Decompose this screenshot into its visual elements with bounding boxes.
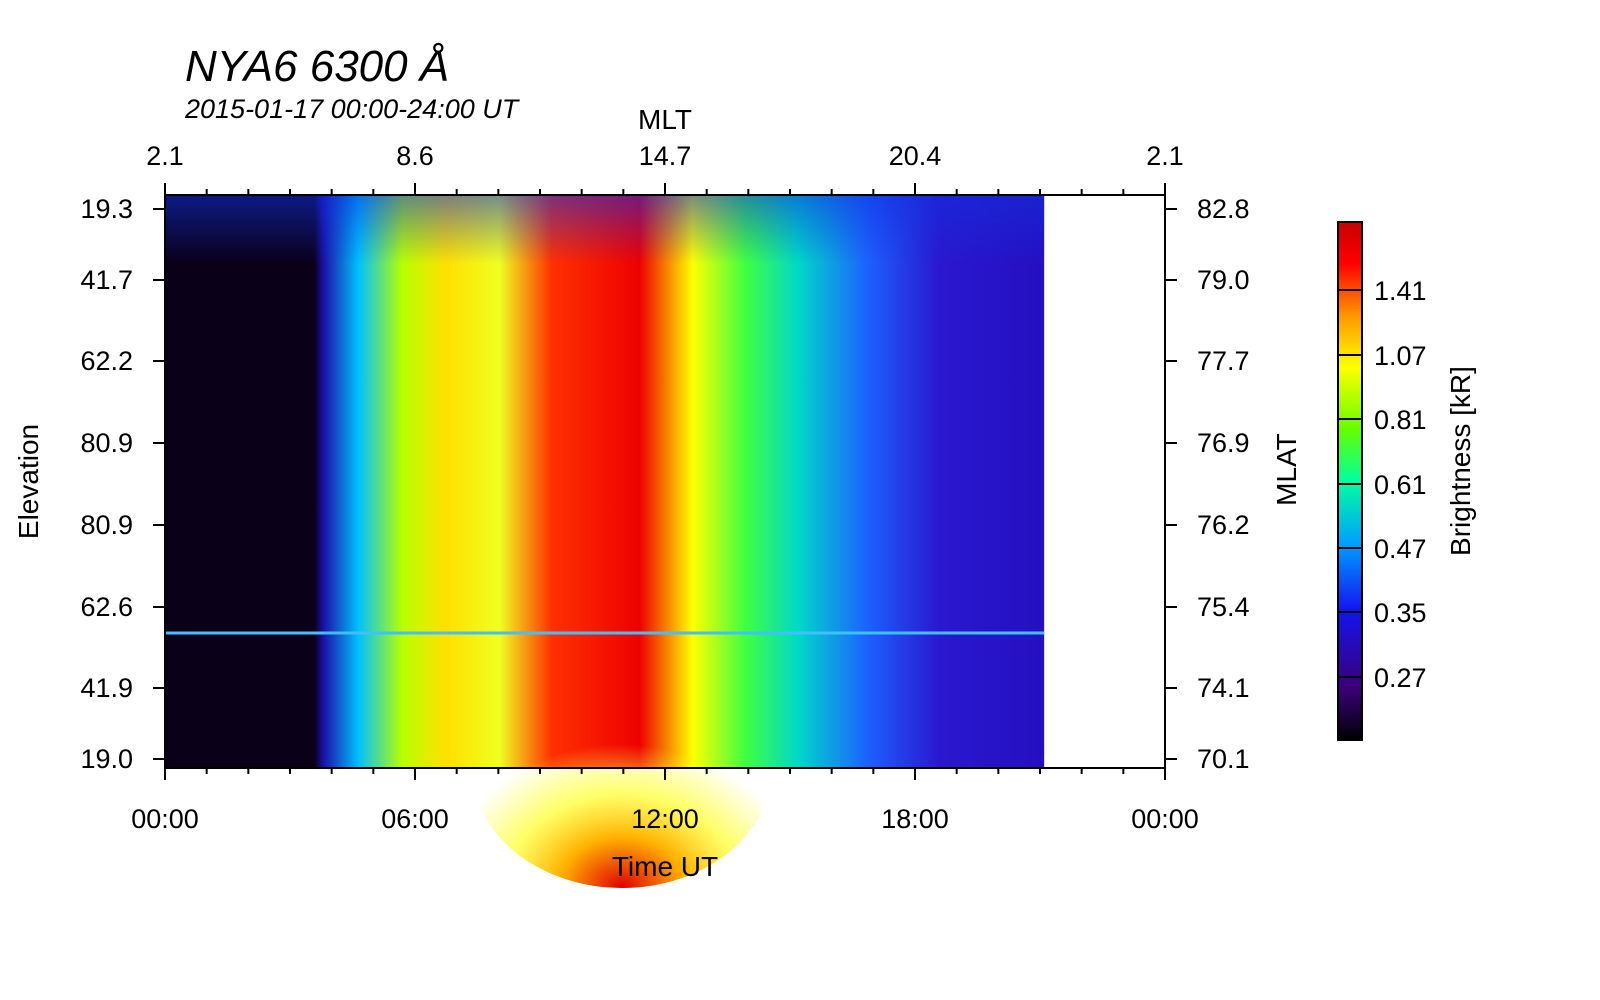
chart-subtitle: 2015-01-17 00:00-24:00 UT <box>185 94 519 124</box>
right-tick-label: 77.7 <box>1197 346 1250 376</box>
colorbar-tick-label: 1.41 <box>1374 276 1427 306</box>
top-axis-label: MLT <box>638 104 692 135</box>
plot-layer <box>165 195 1045 888</box>
right-tick-label: 75.4 <box>1197 592 1250 622</box>
colorbar <box>1337 221 1363 741</box>
colorbar-tick-label: 1.07 <box>1374 341 1427 371</box>
x-tick-label: 06:00 <box>381 804 449 834</box>
y-tick-label: 41.9 <box>80 673 133 703</box>
top-tick-label: 2.1 <box>1146 141 1184 171</box>
top-tick-label: 20.4 <box>889 141 942 171</box>
x-tick-label: 18:00 <box>881 804 949 834</box>
y-tick-label: 19.3 <box>80 194 133 224</box>
right-tick-label: 74.1 <box>1197 673 1250 703</box>
colorbar-tick-label: 0.61 <box>1374 470 1427 500</box>
x-tick-label: 12:00 <box>631 804 699 834</box>
y-axis-label: Elevation <box>13 424 44 539</box>
y-tick-label: 80.9 <box>80 428 133 458</box>
y-tick-label: 62.2 <box>80 346 133 376</box>
colorbar-tick-label: 0.47 <box>1374 534 1427 564</box>
top-tick-label: 2.1 <box>146 141 184 171</box>
colorbar-label: Brightness [kR] <box>1445 366 1476 556</box>
y-tick-label: 19.0 <box>80 744 133 774</box>
right-tick-label: 76.2 <box>1197 510 1250 540</box>
right-axis-label: MLAT <box>1271 433 1302 506</box>
right-tick-label: 70.1 <box>1197 744 1250 774</box>
colorbar-tick-label: 0.27 <box>1374 663 1427 693</box>
y-tick-label: 80.9 <box>80 510 133 540</box>
right-tick-label: 82.8 <box>1197 194 1250 224</box>
colorbar-layer: 1.41 1.07 0.81 0.61 0.47 0.35 0.27 Brightness [… <box>1337 221 1476 741</box>
top-tick-label: 8.6 <box>396 141 434 171</box>
x-axis-label: Time UT <box>612 851 718 882</box>
x-tick-label: 00:00 <box>1131 804 1199 834</box>
y-tick-label: 41.7 <box>80 265 133 295</box>
colorbar-tick-label: 0.35 <box>1374 598 1427 628</box>
right-tick-label: 79.0 <box>1197 265 1250 295</box>
y-tick-label: 62.6 <box>80 592 133 622</box>
right-tick-label: 76.9 <box>1197 428 1250 458</box>
colorbar-tick-label: 0.81 <box>1374 405 1427 435</box>
chart-title: NYA6 6300 Å <box>185 42 450 91</box>
axes-layer: 00:00 06:00 12:00 18:00 00:00 Time UT 2.1 8.6 14… <box>13 104 1302 882</box>
top-tick-label: 14.7 <box>639 141 692 171</box>
x-tick-label: 00:00 <box>131 804 199 834</box>
